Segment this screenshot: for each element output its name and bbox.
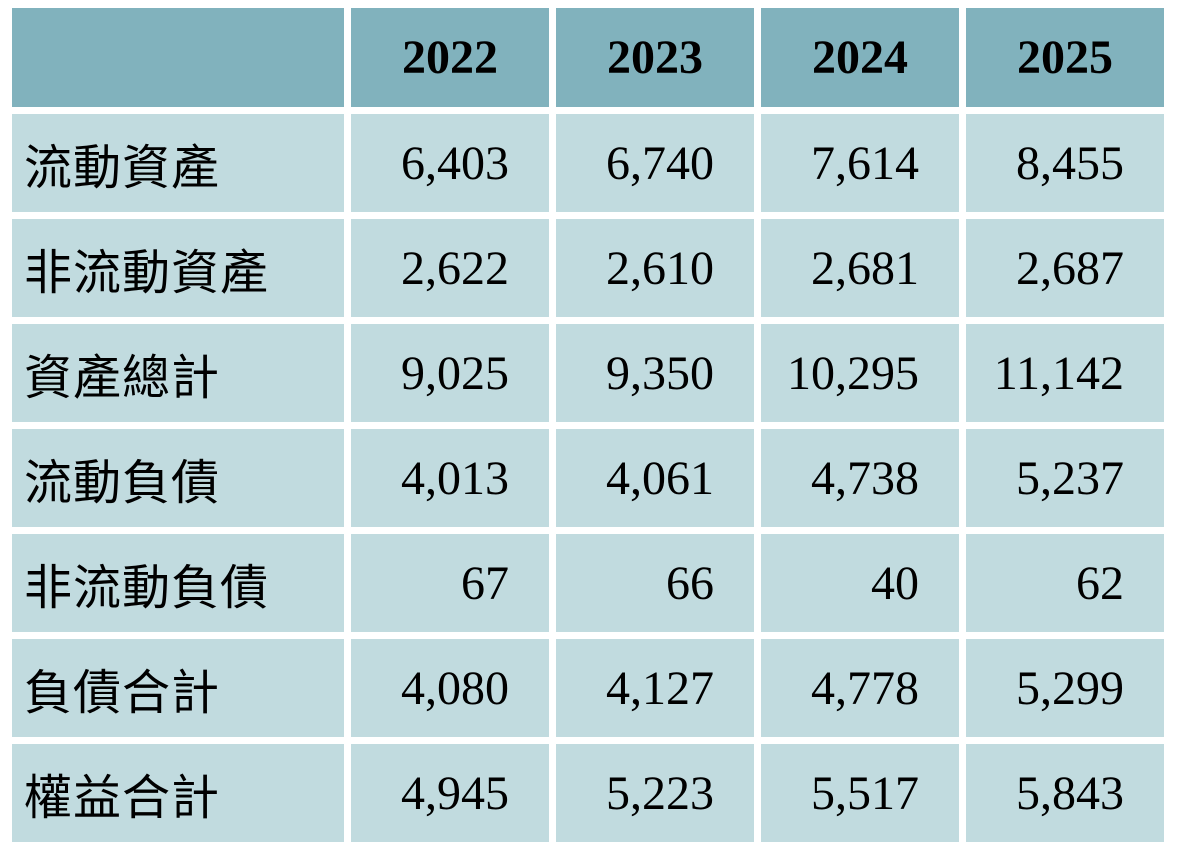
table-row: 資產總計 9,025 9,350 10,295 11,142 <box>12 324 1164 422</box>
value-cell: 6,740 <box>556 114 754 212</box>
value-cell: 9,025 <box>351 324 549 422</box>
row-label-cell: 權益合計 <box>12 744 344 842</box>
row-label-cell: 流動負債 <box>12 429 344 527</box>
row-label-cell: 非流動資產 <box>12 219 344 317</box>
table-row: 非流動資產 2,622 2,610 2,681 2,687 <box>12 219 1164 317</box>
value-cell: 7,614 <box>761 114 959 212</box>
row-label-cell: 流動資產 <box>12 114 344 212</box>
year-header-cell: 2022 <box>351 8 549 107</box>
value-cell: 4,013 <box>351 429 549 527</box>
corner-cell <box>12 8 344 107</box>
value-cell: 4,738 <box>761 429 959 527</box>
year-header-cell: 2025 <box>966 8 1164 107</box>
table-head: 2022 2023 2024 2025 <box>12 8 1164 107</box>
table-row: 流動負債 4,013 4,061 4,738 5,237 <box>12 429 1164 527</box>
value-cell: 2,610 <box>556 219 754 317</box>
table-body: 流動資產 6,403 6,740 7,614 8,455 非流動資產 2,622 2,610 2… <box>12 114 1164 842</box>
year-header-cell: 2024 <box>761 8 959 107</box>
year-header-cell: 2023 <box>556 8 754 107</box>
value-cell: 40 <box>761 534 959 632</box>
header-row: 2022 2023 2024 2025 <box>12 8 1164 107</box>
value-cell: 4,945 <box>351 744 549 842</box>
row-label-cell: 負債合計 <box>12 639 344 737</box>
value-cell: 67 <box>351 534 549 632</box>
table-row: 非流動負債 67 66 40 62 <box>12 534 1164 632</box>
value-cell: 4,061 <box>556 429 754 527</box>
row-label-cell: 資產總計 <box>12 324 344 422</box>
value-cell: 4,127 <box>556 639 754 737</box>
value-cell: 6,403 <box>351 114 549 212</box>
value-cell: 10,295 <box>761 324 959 422</box>
value-cell: 2,687 <box>966 219 1164 317</box>
value-cell: 66 <box>556 534 754 632</box>
row-label-cell: 非流動負債 <box>12 534 344 632</box>
table-row: 負債合計 4,080 4,127 4,778 5,299 <box>12 639 1164 737</box>
value-cell: 9,350 <box>556 324 754 422</box>
value-cell: 2,681 <box>761 219 959 317</box>
value-cell: 11,142 <box>966 324 1164 422</box>
value-cell: 5,517 <box>761 744 959 842</box>
value-cell: 5,237 <box>966 429 1164 527</box>
value-cell: 4,080 <box>351 639 549 737</box>
table-row: 流動資產 6,403 6,740 7,614 8,455 <box>12 114 1164 212</box>
value-cell: 2,622 <box>351 219 549 317</box>
value-cell: 8,455 <box>966 114 1164 212</box>
value-cell: 5,299 <box>966 639 1164 737</box>
value-cell: 4,778 <box>761 639 959 737</box>
value-cell: 5,843 <box>966 744 1164 842</box>
financial-statement-table: 2022 2023 2024 2025 流動資產 6,403 6,740 7,614 8,45… <box>5 1 1171 849</box>
value-cell: 5,223 <box>556 744 754 842</box>
table-row: 權益合計 4,945 5,223 5,517 5,843 <box>12 744 1164 842</box>
value-cell: 62 <box>966 534 1164 632</box>
